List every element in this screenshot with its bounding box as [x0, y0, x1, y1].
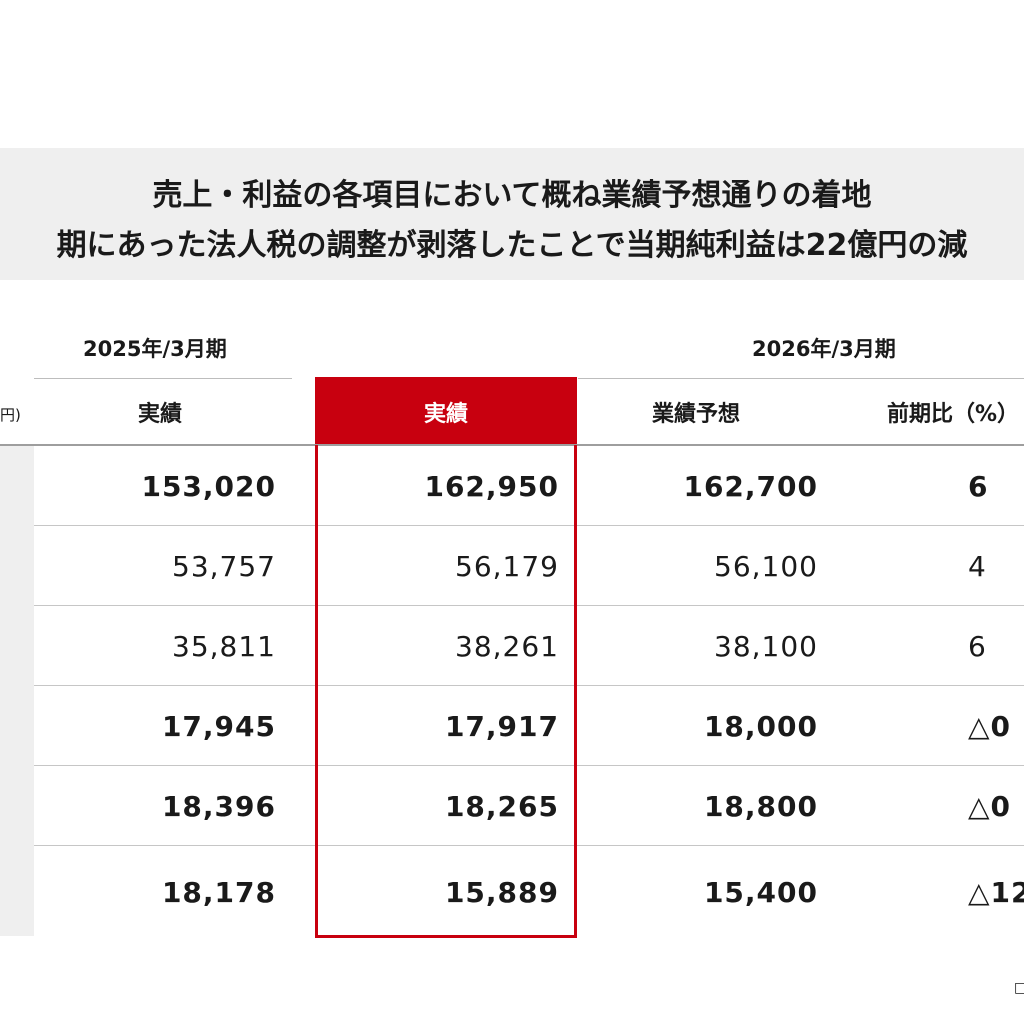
unit-label: 円) — [0, 406, 21, 424]
row-divider — [34, 765, 1024, 766]
period-prior-underline — [34, 378, 292, 379]
cell-yoy: 6 — [968, 630, 987, 663]
highlight-column-frame — [315, 445, 577, 938]
cell-yoy: △0 — [968, 710, 1012, 743]
corner-note: □ — [1014, 980, 1024, 996]
row-divider — [34, 605, 1024, 606]
cell-yoy: △12 — [968, 876, 1024, 909]
cell-forecast: 18,800 — [703, 790, 818, 823]
cell-prior-actual: 18,178 — [161, 876, 276, 909]
cell-prior-actual: 53,757 — [172, 550, 276, 583]
header-divider — [0, 444, 1024, 446]
cell-current-actual: 15,889 — [444, 876, 559, 909]
column-header-prior-actual: 実績 — [138, 402, 183, 427]
cell-forecast: 56,100 — [714, 550, 818, 583]
cell-yoy: 6 — [968, 470, 989, 503]
period-prior: 2025年/3月期 — [83, 337, 227, 361]
cell-prior-actual: 17,945 — [161, 710, 276, 743]
highlight-column-header: 実績 — [315, 377, 577, 445]
headline-line-1: 売上・利益の各項目において概ね業績予想通りの着地 — [152, 178, 872, 213]
cell-current-actual: 38,261 — [455, 630, 559, 663]
cell-prior-actual: 153,020 — [141, 470, 276, 503]
row-divider — [34, 845, 1024, 846]
row-divider — [34, 525, 1024, 526]
cell-current-actual: 18,265 — [444, 790, 559, 823]
column-header-yoy: 前期比（%） — [887, 402, 1020, 427]
cell-forecast: 162,700 — [683, 470, 818, 503]
cell-prior-actual: 18,396 — [161, 790, 276, 823]
cell-forecast: 15,400 — [703, 876, 818, 909]
headline-line-2: 期にあった法人税の調整が剥落したことで当期純利益は22億円の減 — [56, 228, 968, 263]
column-header-forecast: 業績予想 — [652, 402, 741, 427]
column-header-current-actual: 実績 — [423, 402, 468, 427]
row-label-column — [0, 446, 34, 936]
headline-banner — [0, 148, 1024, 280]
cell-current-actual: 56,179 — [455, 550, 559, 583]
cell-yoy: △0 — [968, 790, 1012, 823]
cell-forecast: 18,000 — [703, 710, 818, 743]
row-divider — [34, 685, 1024, 686]
cell-yoy: 4 — [968, 550, 987, 583]
cell-current-actual: 17,917 — [444, 710, 559, 743]
period-current-underline — [578, 378, 1024, 379]
period-current: 2026年/3月期 — [752, 337, 896, 361]
cell-forecast: 38,100 — [714, 630, 818, 663]
cell-current-actual: 162,950 — [424, 470, 559, 503]
cell-prior-actual: 35,811 — [172, 630, 276, 663]
